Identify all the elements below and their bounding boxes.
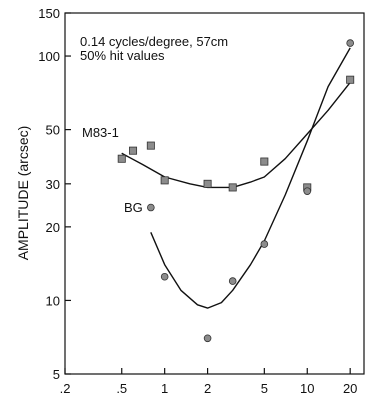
y-tick-label: 20	[46, 220, 60, 235]
x-tick-label: .5	[116, 381, 127, 396]
y-tick-label: 5	[53, 367, 60, 382]
data-point-m83-1	[160, 176, 169, 185]
data-point-m83-1	[260, 157, 269, 166]
annotation-line-2: 50% hit values	[80, 48, 165, 63]
x-axis-ticks: .2 .5 1 2 5 10 20	[60, 368, 357, 396]
data-point-m83-1	[203, 179, 212, 188]
y-tick-label: 150	[38, 6, 60, 21]
data-point-bg	[260, 240, 269, 248]
data-point-bg	[160, 272, 169, 281]
x-tick-label: 5	[261, 381, 268, 396]
fit-curves	[121, 47, 351, 309]
y-tick-label: 50	[46, 123, 60, 138]
series-label-m83-1: M83-1	[82, 125, 119, 140]
data-point-m83-1	[146, 141, 155, 150]
data-point-bg	[203, 334, 212, 343]
annotation-line-1: 0.14 cycles/degree, 57cm	[80, 34, 228, 49]
y-axis-ticks: 5 10 20 30 50 100 150	[38, 6, 71, 382]
fit-curve-series-1	[121, 81, 351, 189]
data-point-m83-1	[117, 154, 126, 163]
x-tick-label: .2	[60, 381, 71, 396]
y-tick-label: 30	[46, 177, 60, 192]
data-point-m83-1	[129, 146, 138, 155]
x-tick-label: 10	[300, 381, 314, 396]
data-point-bg	[346, 39, 354, 47]
y-axis-label: AMPLITUDE (arcsec)	[15, 126, 31, 261]
x-tick-label: 2	[204, 381, 211, 396]
x-tick-label: 20	[343, 381, 357, 396]
data-point-bg	[228, 277, 237, 285]
y-tick-label: 10	[46, 293, 60, 308]
y-tick-label: 100	[38, 49, 60, 64]
series-label-bg: BG	[124, 200, 143, 215]
data-points	[117, 39, 355, 343]
x-tick-label: 1	[161, 381, 168, 396]
data-point-m83-1	[346, 75, 355, 84]
data-point-bg	[303, 187, 312, 195]
fit-curve-series-2	[150, 47, 351, 309]
plot-frame	[64, 12, 365, 375]
data-point-m83-1	[228, 183, 237, 192]
data-point-bg	[147, 203, 155, 212]
